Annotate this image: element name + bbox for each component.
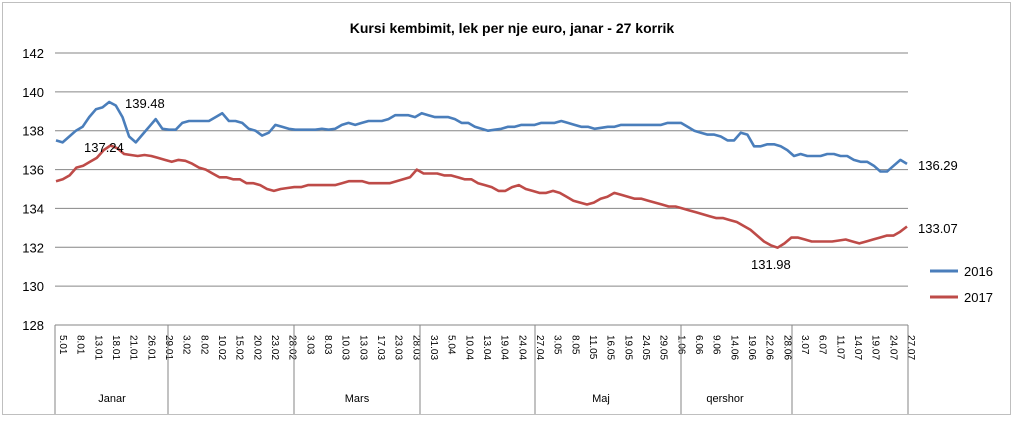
x-tick-label: 5.04: [446, 335, 457, 355]
x-tick-label: 10.02: [216, 335, 227, 360]
x-tick-label: 24.04: [516, 335, 527, 360]
x-tick-label: 23.02: [269, 335, 280, 360]
month-label: Janar: [98, 393, 126, 405]
x-tick-label: 24.05: [640, 335, 651, 360]
label-2017-end: 133.07: [918, 221, 958, 236]
label-2016-end: 136.29: [918, 158, 958, 173]
x-tick-label: 10.04: [463, 335, 474, 360]
x-tick-label: 26.01: [145, 335, 156, 360]
x-tick-label: 28.06: [781, 335, 792, 360]
x-tick-label: 23.03: [393, 335, 404, 360]
x-tick-label: 13.01: [92, 335, 103, 360]
x-tick-label: 27.07: [905, 335, 916, 360]
y-tick-label: 132: [22, 240, 44, 255]
x-tick-label: 8.01: [75, 335, 86, 355]
series-line-2016: [55, 100, 908, 173]
x-tick-label: 11.05: [587, 335, 598, 360]
x-tick-label: 14.06: [728, 335, 739, 360]
legend-label-2016: 2016: [964, 264, 993, 279]
chart-title: Kursi kembimit, lek per nje euro, janar …: [350, 20, 675, 36]
x-tick-label: 10.03: [340, 335, 351, 360]
x-tick-label: 8.05: [569, 335, 580, 355]
x-tick-label: 27.04: [534, 335, 545, 360]
x-tick-label: 18.01: [110, 335, 121, 360]
y-tick-label: 134: [22, 201, 44, 216]
gridlines: [55, 52, 908, 326]
y-tick-label: 130: [22, 279, 44, 294]
series-lines: [55, 100, 908, 249]
x-tick-label: 20.02: [251, 335, 262, 360]
label-2017-min: 131.98: [751, 257, 791, 272]
x-tick-label: 11.07: [834, 335, 845, 360]
x-tick-label: 19.06: [746, 335, 757, 360]
x-tick-label: 3.02: [181, 335, 192, 355]
x-tick-label: 15.02: [234, 335, 245, 360]
y-tick-label: 138: [22, 124, 44, 139]
x-tick-label: 8.03: [322, 335, 333, 355]
x-tick-label: 3.07: [799, 335, 810, 355]
x-tick-label: 31.03: [428, 335, 439, 360]
x-tick-label: 28.02: [287, 335, 298, 360]
x-tick-label: 22.06: [764, 335, 775, 360]
y-tick-label: 142: [22, 46, 44, 61]
y-tick-label: 136: [22, 163, 44, 178]
x-tick-label: 6.06: [693, 335, 704, 355]
x-tick-label: 21.01: [128, 335, 139, 360]
legend-label-2017: 2017: [964, 290, 993, 305]
x-tick-label: 9.06: [711, 335, 722, 355]
x-tick-label: 28.03: [410, 335, 421, 360]
month-label: Mars: [345, 393, 370, 405]
label-2016-peak: 139.48: [125, 96, 165, 111]
y-tick-label: 140: [22, 85, 44, 100]
series-line-2017: [55, 144, 908, 249]
month-label: Maj: [592, 393, 610, 405]
x-tick-label: 13.03: [357, 335, 368, 360]
legend: 2016 2017: [930, 264, 993, 305]
chart-border: [2, 2, 1011, 415]
x-tick-label: 13.04: [481, 335, 492, 360]
x-tick-label: 8.02: [198, 335, 209, 355]
x-tick-label: 14.07: [852, 335, 863, 360]
x-tick-label: 19.04: [499, 335, 510, 360]
x-tick-label: 17.03: [375, 335, 386, 360]
x-tick-label: 5.01: [57, 335, 68, 355]
month-label: qershor: [706, 393, 744, 405]
x-tick-label: 29.05: [658, 335, 669, 360]
x-tick-label: 3.03: [304, 335, 315, 355]
x-tick-label: 3.05: [552, 335, 563, 355]
y-tick-label: 128: [22, 318, 44, 333]
label-2017-peak: 137.24: [84, 140, 124, 155]
x-tick-label: 24.07: [887, 335, 898, 360]
x-tick-label: 19.05: [622, 335, 633, 360]
x-tick-label: 19.07: [870, 335, 881, 360]
x-tick-label: 6.07: [817, 335, 828, 355]
x-tick-label: 16.05: [605, 335, 616, 360]
x-axis: 5.018.0113.0118.0121.0126.0129.013.028.0…: [54, 325, 916, 414]
y-axis: 128 130 132 134 136 138 140 142: [22, 46, 44, 333]
